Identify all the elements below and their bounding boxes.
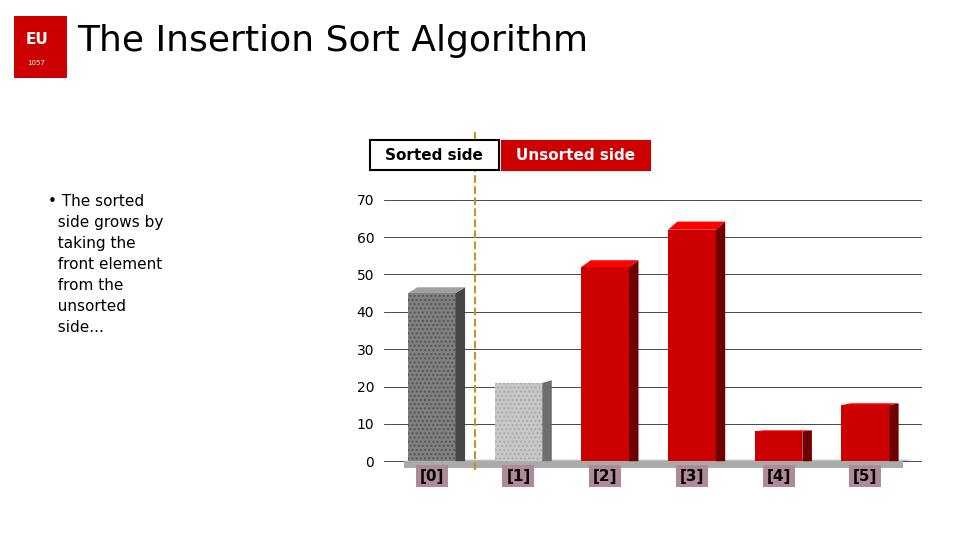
- Bar: [755, 431, 803, 461]
- Polygon shape: [629, 260, 638, 461]
- Bar: [408, 293, 456, 461]
- Text: [5]: [5]: [853, 469, 877, 484]
- Polygon shape: [542, 380, 552, 461]
- Polygon shape: [841, 403, 899, 405]
- Polygon shape: [581, 260, 638, 267]
- Polygon shape: [408, 287, 465, 293]
- Text: Unsorted side: Unsorted side: [516, 148, 636, 163]
- Text: [0]: [0]: [420, 469, 444, 484]
- Polygon shape: [755, 430, 812, 431]
- Bar: [494, 383, 542, 461]
- Polygon shape: [889, 403, 899, 461]
- Polygon shape: [803, 430, 812, 461]
- Text: • The sorted
  side grows by
  taking the
  front element
  from the
  unsorted
: • The sorted side grows by taking the fr…: [48, 194, 163, 335]
- Polygon shape: [494, 380, 552, 383]
- Text: [3]: [3]: [680, 469, 704, 484]
- Bar: [581, 267, 629, 461]
- Text: The Insertion Sort Algorithm: The Insertion Sort Algorithm: [77, 24, 588, 58]
- Bar: [668, 230, 715, 461]
- Text: [1]: [1]: [506, 469, 531, 484]
- Bar: [494, 383, 542, 461]
- Bar: [408, 293, 456, 461]
- Text: Sorted side: Sorted side: [386, 148, 483, 163]
- Polygon shape: [668, 221, 725, 229]
- Polygon shape: [456, 287, 465, 461]
- Polygon shape: [403, 460, 913, 461]
- Polygon shape: [715, 221, 725, 461]
- Text: [4]: [4]: [766, 469, 791, 484]
- Bar: [403, 461, 903, 468]
- Text: [2]: [2]: [593, 469, 617, 484]
- Text: EU: EU: [25, 32, 48, 48]
- Text: 1057: 1057: [28, 60, 45, 66]
- Bar: [841, 405, 889, 461]
